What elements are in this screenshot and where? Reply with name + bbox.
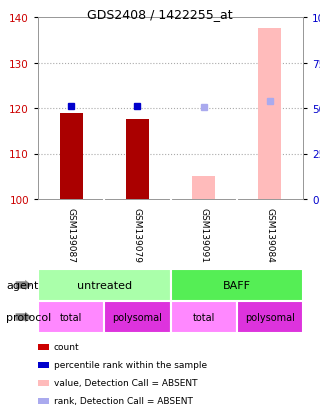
Text: untreated: untreated	[77, 280, 132, 290]
Bar	[38, 301, 104, 333]
Text: percentile rank within the sample: percentile rank within the sample	[54, 361, 207, 370]
Bar	[60, 113, 83, 199]
Bar	[171, 269, 303, 301]
Bar	[126, 120, 149, 199]
Text: polysomal: polysomal	[112, 312, 162, 322]
Bar	[104, 301, 171, 333]
Bar	[258, 29, 282, 199]
Text: polysomal: polysomal	[245, 312, 295, 322]
Text: BAFF: BAFF	[223, 280, 251, 290]
Text: GSM139091: GSM139091	[199, 207, 208, 262]
Text: total: total	[60, 312, 82, 322]
Text: GSM139084: GSM139084	[265, 207, 274, 262]
Bar	[171, 301, 237, 333]
Text: GSM139079: GSM139079	[133, 207, 142, 262]
Text: agent: agent	[6, 280, 39, 290]
Text: protocol: protocol	[6, 312, 52, 322]
Bar	[38, 269, 171, 301]
Text: rank, Detection Call = ABSENT: rank, Detection Call = ABSENT	[54, 396, 193, 406]
Text: total: total	[192, 312, 215, 322]
Bar	[237, 301, 303, 333]
Text: GSM139087: GSM139087	[67, 207, 76, 262]
Bar	[192, 177, 215, 199]
Text: GDS2408 / 1422255_at: GDS2408 / 1422255_at	[87, 8, 233, 21]
Text: count: count	[54, 343, 80, 351]
Text: value, Detection Call = ABSENT: value, Detection Call = ABSENT	[54, 379, 197, 387]
